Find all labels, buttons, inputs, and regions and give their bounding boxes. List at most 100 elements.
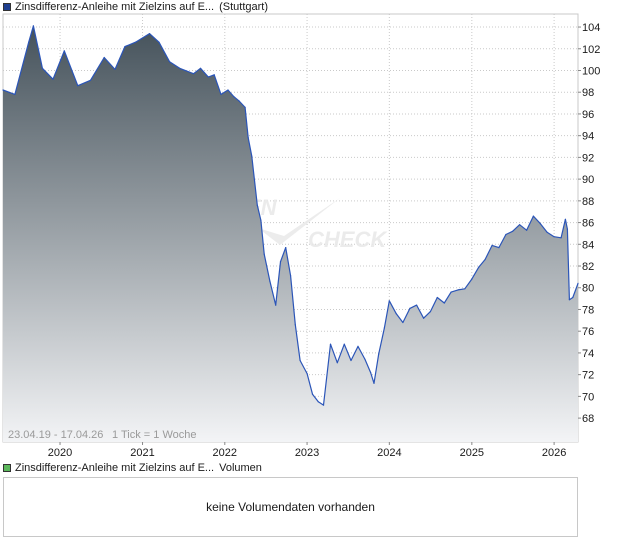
x-tick-label: 2026 — [542, 447, 566, 459]
data-point — [238, 100, 240, 102]
y-tick-label: 100 — [582, 65, 600, 77]
x-tick-label: 2024 — [377, 447, 401, 459]
tick-note: 1 Tick = 1 Woche — [112, 429, 196, 441]
data-point — [89, 79, 92, 81]
data-point — [511, 230, 514, 232]
y-tick-label: 68 — [582, 413, 594, 425]
legend-main: Zinsdifferenz-Anleihe mit Zielzins auf E… — [3, 0, 268, 14]
data-point — [199, 67, 202, 69]
x-tick-label: 2022 — [213, 447, 237, 459]
data-point — [388, 300, 390, 302]
data-point — [505, 233, 507, 236]
data-point — [566, 228, 569, 230]
watermark-text-bottom: CHECK — [308, 227, 388, 252]
data-point — [192, 73, 195, 75]
data-point — [577, 282, 579, 284]
data-point — [244, 106, 246, 108]
data-point — [553, 236, 555, 238]
legend-volume-label: Zinsdifferenz-Anleihe mit Zielzins auf E… — [15, 462, 215, 474]
data-point — [279, 261, 282, 263]
y-tick-label: 104 — [582, 22, 600, 34]
data-point — [539, 223, 542, 225]
data-point — [383, 327, 385, 329]
data-point — [336, 362, 338, 364]
y-tick-label: 98 — [582, 87, 594, 99]
y-tick-label: 80 — [582, 283, 594, 295]
data-point — [378, 353, 380, 355]
data-point — [443, 302, 445, 304]
data-point — [103, 56, 105, 59]
y-tick-label: 78 — [582, 304, 594, 316]
data-point — [568, 299, 571, 301]
y-tick-label: 84 — [582, 239, 594, 251]
data-point — [532, 215, 535, 217]
y-tick-label: 82 — [582, 261, 594, 273]
y-tick-label: 88 — [582, 196, 594, 208]
data-point — [285, 247, 287, 249]
data-point — [77, 85, 79, 87]
data-point — [207, 76, 209, 78]
data-point — [306, 373, 308, 375]
data-point — [124, 46, 126, 48]
series-area-0 — [3, 25, 578, 443]
y-tick-label: 96 — [582, 109, 594, 121]
data-point — [370, 371, 372, 374]
data-point — [471, 278, 473, 280]
x-tick-label: 2023 — [295, 447, 319, 459]
date-range-note: 23.04.19 - 17.04.26 — [8, 429, 103, 441]
data-point — [572, 296, 574, 299]
x-tick-label: 2020 — [48, 447, 72, 459]
y-tick-label: 70 — [582, 391, 594, 403]
data-point — [251, 155, 253, 157]
data-point — [290, 275, 292, 277]
data-point — [41, 67, 44, 69]
data-point — [350, 359, 352, 362]
legend-main-swatch — [3, 3, 11, 11]
data-point — [484, 258, 486, 261]
price-chart: EN CHECK 6870727476788082848688909294969… — [2, 13, 600, 459]
data-point — [148, 33, 151, 35]
legend-volume-suffix: Volumen — [219, 462, 262, 474]
data-point — [317, 401, 319, 403]
y-tick-label: 90 — [582, 174, 594, 186]
data-point — [227, 89, 229, 91]
legend-volume-swatch — [3, 464, 11, 472]
data-point — [546, 231, 548, 233]
data-point — [275, 304, 277, 306]
data-point — [14, 93, 16, 95]
volume-empty-message: keine Volumendaten vorhanden — [206, 500, 375, 514]
data-point — [357, 345, 359, 347]
data-point — [564, 218, 567, 220]
data-point — [158, 41, 160, 43]
legend-main-label: Zinsdifferenz-Anleihe mit Zielzins auf E… — [15, 1, 215, 13]
data-point — [560, 237, 562, 239]
data-point — [322, 404, 325, 406]
volume-panel: keine Volumendaten vorhanden — [3, 477, 578, 537]
data-point — [114, 68, 116, 70]
data-point — [269, 280, 271, 282]
data-point — [402, 321, 404, 324]
data-point — [63, 50, 65, 52]
data-point — [52, 78, 54, 80]
data-point — [179, 67, 181, 69]
data-point — [247, 137, 249, 139]
data-point — [256, 204, 258, 206]
data-point — [491, 244, 493, 246]
x-tick-label: 2021 — [130, 447, 154, 459]
y-tick-label: 86 — [582, 218, 594, 230]
data-point — [498, 247, 500, 249]
data-point — [519, 224, 521, 226]
data-point — [213, 74, 215, 76]
data-point — [373, 382, 375, 384]
data-point — [233, 96, 235, 98]
data-point — [311, 393, 314, 395]
data-point — [134, 41, 137, 43]
data-point — [220, 93, 222, 95]
data-point — [294, 324, 296, 326]
data-point — [423, 317, 425, 319]
y-tick-label: 76 — [582, 326, 594, 338]
data-point — [395, 313, 397, 315]
data-point — [429, 311, 431, 313]
data-point — [464, 288, 466, 290]
data-point — [526, 229, 528, 231]
